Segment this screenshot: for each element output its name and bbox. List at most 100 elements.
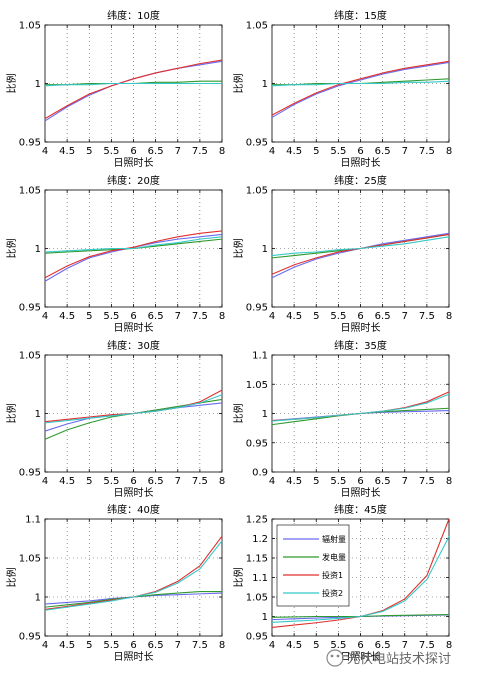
series-line-3 (44, 230, 223, 279)
y-axis-label: 比例 (232, 74, 245, 94)
y-tick-label: 1.2 (252, 534, 268, 545)
y-tick-label: 1.05 (19, 186, 41, 197)
y-tick-label: 1.05 (19, 351, 41, 362)
y-axis-label: 比例 (5, 568, 18, 588)
series-line-4 (271, 80, 450, 87)
y-tick-label: 1.05 (246, 593, 268, 604)
x-tick-label: 4 (269, 146, 275, 157)
x-tick-label: 8 (446, 311, 452, 322)
x-tick-label: 6 (357, 311, 363, 322)
x-tick-label: 6.5 (375, 311, 391, 322)
series-line-4 (271, 393, 450, 422)
y-tick-label: 1.1 (252, 573, 268, 584)
x-tick-label: 6 (357, 640, 363, 651)
series-line-4 (44, 82, 222, 87)
x-axis-label: 日照时长 (341, 487, 381, 499)
y-tick-label: 1 (262, 79, 268, 90)
y-tick-label: 0.95 (246, 138, 268, 149)
x-tick-label: 7 (175, 311, 181, 322)
y-tick-label: 0.95 (19, 632, 41, 643)
x-tick-label: 6 (130, 476, 136, 487)
x-tick-label: 5 (86, 146, 92, 157)
x-tick-label: 6 (357, 146, 363, 157)
y-tick-label: 0.95 (19, 138, 41, 149)
x-tick-label: 5.5 (103, 640, 119, 651)
chart-title: 纬度：35度 (334, 339, 387, 352)
x-tick-label: 5.5 (103, 311, 119, 322)
x-tick-label: 7.5 (192, 146, 208, 157)
x-tick-label: 5 (313, 146, 319, 157)
y-tick-label: 1 (35, 244, 41, 255)
plot-area (44, 518, 223, 637)
series-line-4 (271, 536, 450, 623)
series-line-3 (44, 59, 223, 120)
y-tick-label: 1 (262, 244, 268, 255)
y-tick-label: 0.95 (246, 438, 268, 449)
y-tick-label: 1 (35, 79, 41, 90)
y-tick-label: 0.95 (19, 468, 41, 479)
x-tick-label: 5 (86, 640, 92, 651)
x-tick-label: 7 (402, 640, 408, 651)
watermark-icon (326, 649, 344, 667)
y-tick-label: 1 (262, 409, 268, 420)
x-axis-label: 日照时长 (114, 157, 154, 169)
watermark-icon-eye (336, 654, 340, 658)
x-tick-label: 4 (269, 476, 275, 487)
chart-title: 纬度：30度 (107, 339, 160, 352)
x-tick-label: 8 (219, 476, 225, 487)
legend-entry: 辐射量 (322, 534, 346, 544)
x-tick-label: 5.5 (330, 640, 346, 651)
x-tick-label: 8 (219, 311, 225, 322)
series-line-1 (271, 61, 450, 118)
x-tick-label: 6.5 (148, 311, 164, 322)
x-tick-label: 8 (446, 476, 452, 487)
y-tick-label: 1.05 (246, 186, 268, 197)
series-line-4 (44, 236, 223, 253)
x-axis-label: 日照时长 (341, 322, 381, 334)
x-tick-label: 6 (130, 640, 136, 651)
x-tick-label: 5 (313, 476, 319, 487)
legend-entry: 投资1 (322, 570, 343, 580)
y-tick-label: 1.15 (246, 554, 268, 565)
y-tick-label: 1 (35, 593, 41, 604)
series-line-4 (44, 394, 223, 424)
y-tick-label: 0.95 (246, 632, 268, 643)
x-tick-label: 4.5 (59, 640, 75, 651)
y-tick-label: 0.95 (246, 303, 268, 314)
x-axis-label: 日照时长 (114, 651, 154, 663)
x-tick-label: 7 (402, 311, 408, 322)
chart-title: 纬度：40度 (107, 503, 160, 516)
x-tick-label: 5 (86, 311, 92, 322)
y-axis-label: 比例 (5, 239, 18, 259)
chart-title: 纬度：15度 (334, 9, 387, 22)
x-axis-label: 日照时长 (341, 651, 381, 663)
y-axis-label: 比例 (5, 74, 18, 94)
x-tick-label: 7 (175, 476, 181, 487)
x-tick-label: 7.5 (192, 476, 208, 487)
y-tick-label: 1 (262, 612, 268, 623)
y-tick-label: 1 (35, 409, 41, 420)
x-tick-label: 6.5 (375, 476, 391, 487)
chart-title: 纬度：25度 (334, 174, 387, 187)
chart-title: 纬度：10度 (107, 9, 160, 22)
x-tick-label: 6 (357, 476, 363, 487)
y-axis-label: 比例 (5, 404, 18, 424)
x-axis-label: 日照时长 (341, 157, 381, 169)
x-axis-label: 日照时长 (114, 487, 154, 499)
x-tick-label: 4.5 (59, 476, 75, 487)
x-tick-label: 7 (175, 146, 181, 157)
x-tick-label: 7.5 (419, 146, 435, 157)
x-tick-label: 5.5 (103, 146, 119, 157)
x-tick-label: 4.5 (59, 146, 75, 157)
x-tick-label: 6.5 (148, 476, 164, 487)
x-tick-label: 6 (130, 146, 136, 157)
series-line-4 (44, 540, 223, 611)
x-tick-label: 5.5 (330, 311, 346, 322)
y-axis-label: 比例 (232, 239, 245, 259)
x-tick-label: 8 (446, 640, 452, 651)
